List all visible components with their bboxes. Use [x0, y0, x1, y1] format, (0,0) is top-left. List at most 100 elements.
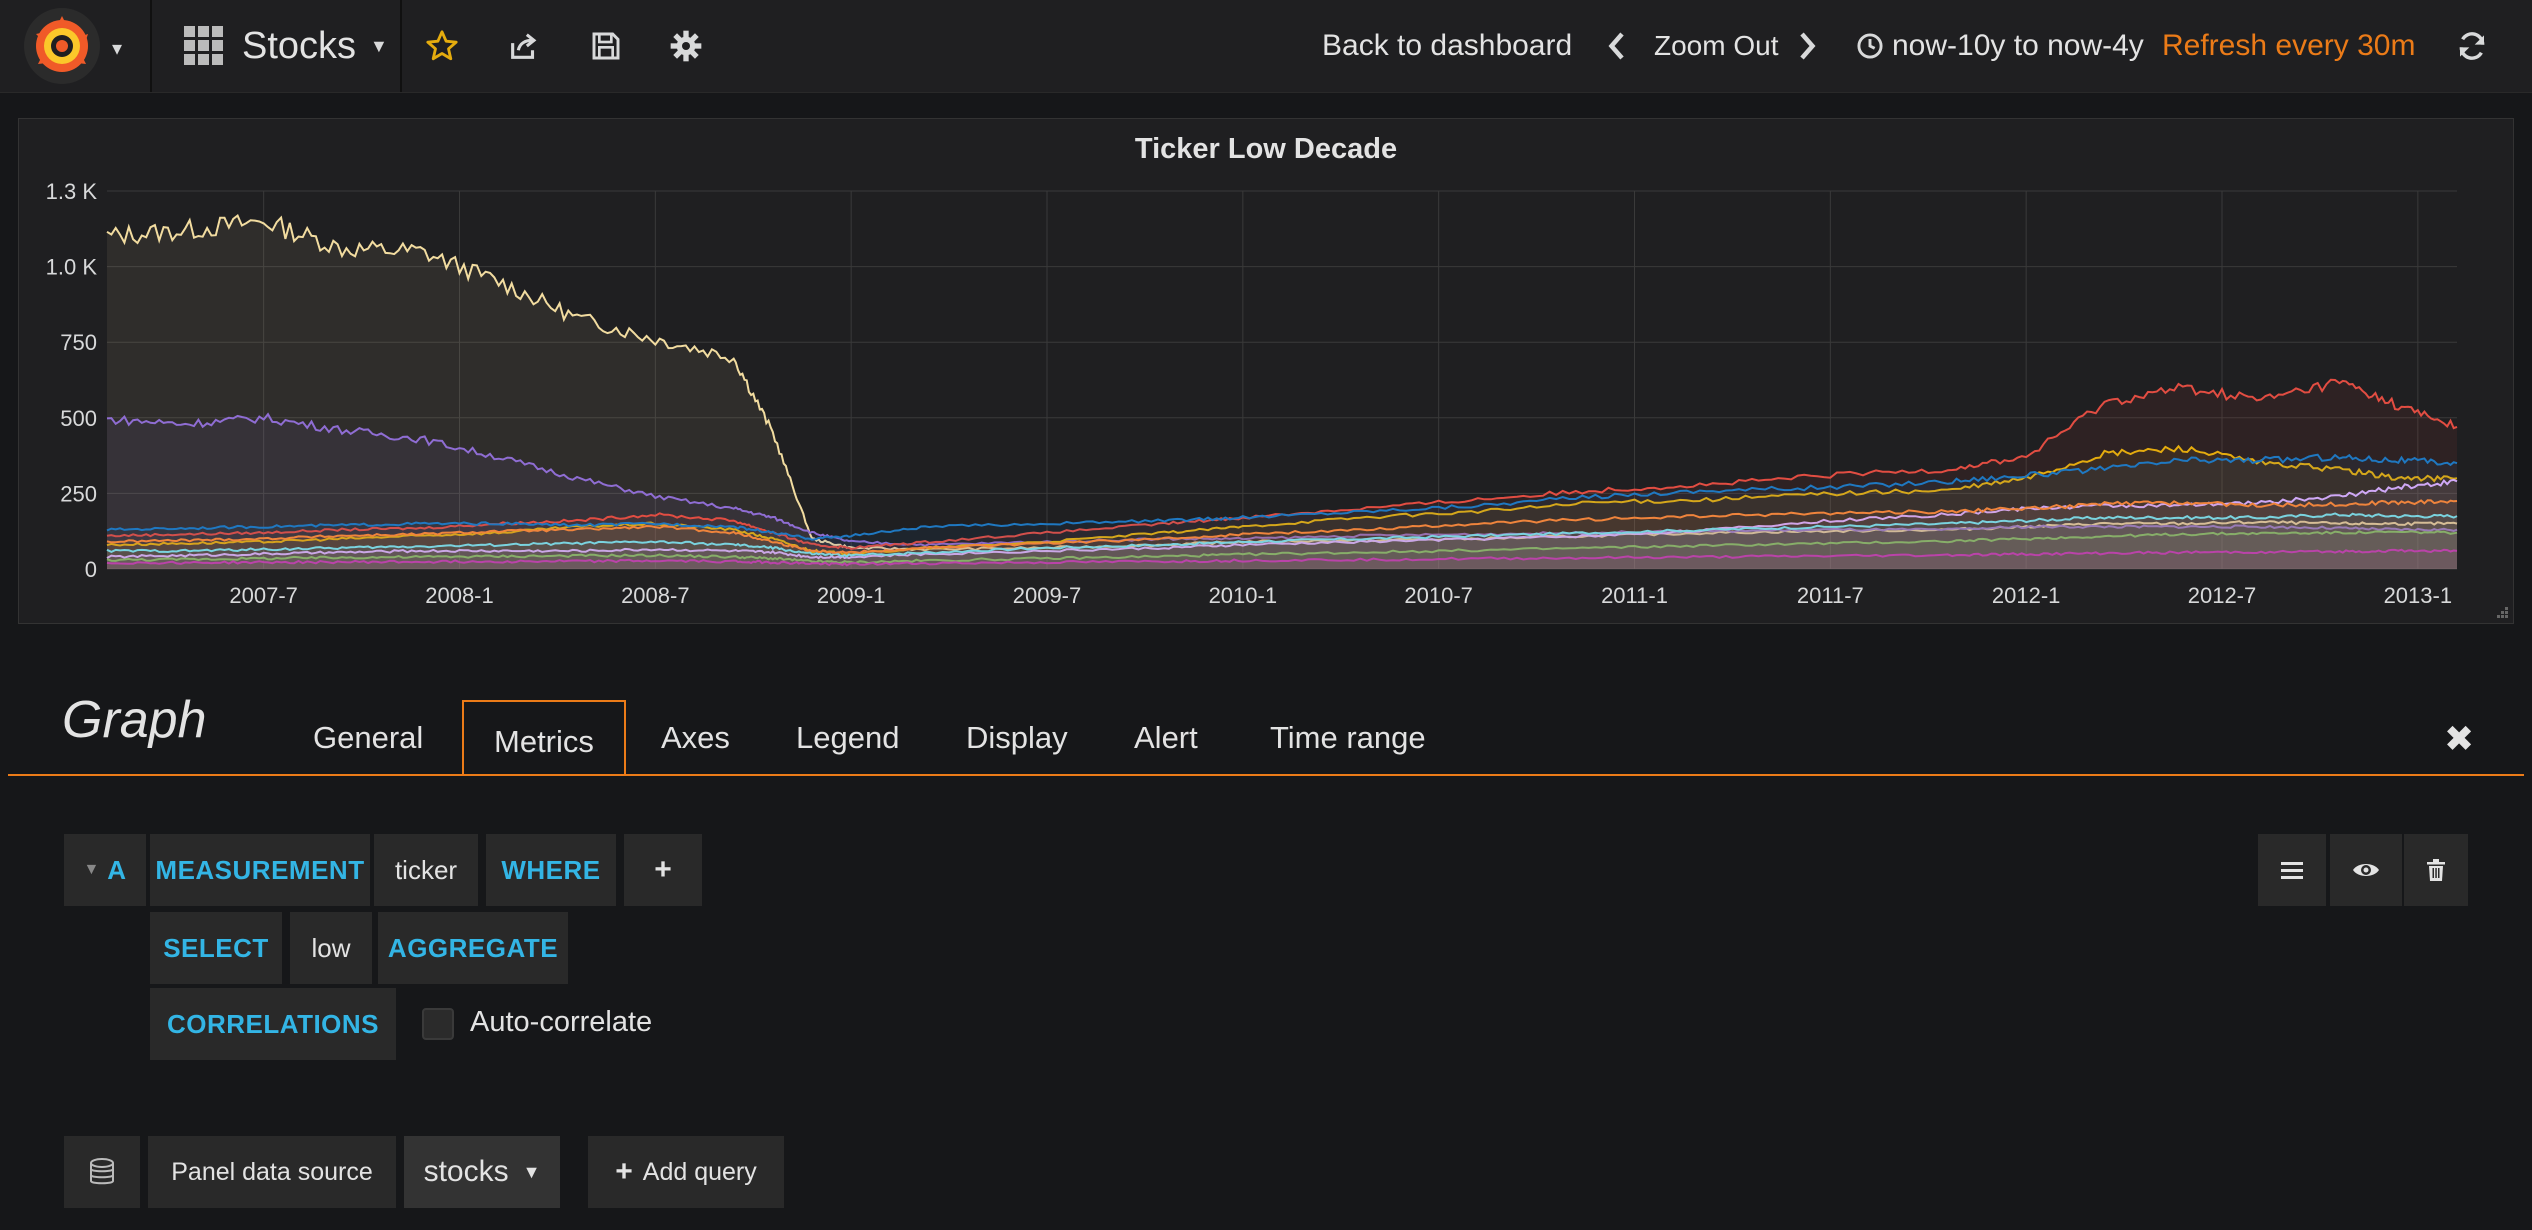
- x-tick-label: 2007-7: [229, 583, 298, 608]
- editor-title: Graph: [62, 691, 207, 749]
- series-area: [107, 549, 2457, 569]
- toggle-query-visibility-button[interactable]: [2330, 834, 2402, 906]
- tab-metrics[interactable]: Metrics: [462, 700, 626, 776]
- eye-icon: [2353, 864, 2379, 876]
- select-keyword: SELECT: [150, 912, 282, 984]
- chevron-down-icon: ▾: [112, 38, 123, 60]
- x-tick-label: 2010-1: [1209, 583, 1278, 608]
- x-tick-label: 2012-1: [1992, 583, 2061, 608]
- auto-correlate-label: Auto-correlate: [470, 1006, 653, 1038]
- dashboard-grid-icon: [184, 26, 223, 65]
- where-keyword: WHERE: [486, 834, 616, 906]
- caret-down-icon: ▼: [83, 861, 100, 878]
- refresh-button[interactable]: [2452, 26, 2492, 66]
- series-line: [106, 444, 2458, 556]
- series-line: [106, 453, 2458, 541]
- panel-title: Ticker Low Decade: [1134, 133, 1398, 165]
- time-forward-button[interactable]: [1788, 26, 1828, 66]
- graph-panel: 0 250 500 750 1.0 K 1.3 K 2007-7 2008-1 2008-7 20…: [18, 118, 2514, 624]
- series-area: [107, 479, 2457, 569]
- x-tick-label: 2008-1: [425, 583, 494, 608]
- series-line: [106, 512, 2458, 558]
- save-icon: [592, 32, 620, 60]
- aggregate-keyword[interactable]: AGGREGATE: [378, 912, 568, 984]
- database-icon: [90, 1158, 114, 1185]
- add-condition-button[interactable]: +: [624, 834, 702, 906]
- series-line: [106, 530, 2458, 565]
- gear-icon: [670, 30, 702, 62]
- x-tick-label: 2008-7: [621, 583, 690, 608]
- query-ref-toggle[interactable]: ▼ A: [64, 834, 146, 906]
- datasource-button[interactable]: [64, 1136, 140, 1208]
- y-tick-label: 1.3 K: [46, 179, 98, 204]
- query-ref-id: A: [107, 854, 127, 885]
- tab-time-range[interactable]: Time range: [1270, 720, 1426, 755]
- grafana-menu-button[interactable]: ▾: [18, 8, 150, 84]
- add-query-button[interactable]: + Add query: [588, 1136, 784, 1208]
- x-tick-label: 2010-7: [1404, 583, 1473, 608]
- series-line: [106, 499, 2458, 554]
- refresh-interval-label[interactable]: Refresh every 30m: [2162, 29, 2416, 62]
- dashboard-title: Stocks: [242, 24, 357, 67]
- star-button[interactable]: [422, 26, 462, 66]
- star-icon: [426, 30, 458, 61]
- plus-icon: +: [615, 1155, 633, 1188]
- add-query-label: Add query: [642, 1157, 757, 1186]
- tab-alert[interactable]: Alert: [1134, 720, 1198, 755]
- x-tick-label: 2012-7: [2188, 583, 2257, 608]
- caret-down-icon: ▼: [522, 1161, 541, 1182]
- trash-icon: [2427, 859, 2445, 881]
- save-button[interactable]: [586, 26, 626, 66]
- x-tick-label: 2011-1: [1601, 583, 1668, 608]
- tabs-divider: [8, 774, 2524, 776]
- x-tick-label: 2013-1: [2384, 583, 2453, 608]
- select-field-value[interactable]: low: [290, 912, 372, 984]
- zoom-out-button[interactable]: Zoom Out: [1654, 30, 1779, 61]
- tab-legend[interactable]: Legend: [796, 720, 900, 755]
- measurement-keyword: MEASUREMENT: [150, 834, 370, 906]
- datasource-select[interactable]: stocks ▼: [404, 1136, 560, 1208]
- close-icon[interactable]: ✖: [2444, 718, 2475, 759]
- y-tick-label: 250: [60, 481, 97, 506]
- x-tick-label: 2011-7: [1797, 583, 1864, 608]
- navbar-divider: [400, 0, 402, 92]
- resize-handle-icon[interactable]: [2493, 603, 2509, 619]
- share-icon: [511, 33, 537, 59]
- y-tick-label: 1.0 K: [46, 255, 98, 280]
- navbar-divider: [150, 0, 152, 92]
- series-area: [107, 446, 2457, 569]
- tab-general[interactable]: General: [313, 720, 424, 755]
- datasource-selected-value: stocks: [423, 1155, 509, 1188]
- line-chart: 0 250 500 750 1.0 K 1.3 K 2007-7 2008-1 2008-7 20…: [46, 179, 2458, 608]
- series-area: [107, 500, 2457, 569]
- chevron-right-icon: [1800, 32, 1816, 60]
- time-picker-button[interactable]: now-10y to now-4y: [1856, 26, 2144, 66]
- time-range-label: now-10y to now-4y: [1892, 29, 2144, 62]
- series-line: [106, 378, 2458, 551]
- correlations-keyword: CORRELATIONS: [150, 988, 396, 1060]
- clock-icon: [1857, 33, 1883, 59]
- auto-correlate-checkbox[interactable]: [422, 1008, 454, 1040]
- time-back-button[interactable]: [1596, 26, 1636, 66]
- series-area: [107, 379, 2457, 569]
- dashboard-picker[interactable]: Stocks ▼: [184, 20, 388, 72]
- measurement-value[interactable]: ticker: [374, 834, 478, 906]
- panel-datasource-label: Panel data source: [148, 1136, 396, 1208]
- grafana-logo-icon: [24, 8, 100, 84]
- chevron-down-icon: ▼: [370, 35, 388, 56]
- chevron-left-icon: [1608, 32, 1624, 60]
- tab-axes[interactable]: Axes: [661, 720, 730, 755]
- y-tick-label: 0: [85, 557, 97, 582]
- top-navbar: ▾ Stocks ▼: [0, 0, 2532, 93]
- x-tick-label: 2009-7: [1013, 583, 1082, 608]
- tab-display[interactable]: Display: [966, 720, 1068, 755]
- back-to-dashboard-link[interactable]: Back to dashboard: [1322, 29, 1573, 62]
- series-area: [107, 215, 2457, 569]
- query-menu-button[interactable]: [2258, 834, 2326, 906]
- share-button[interactable]: [504, 26, 544, 66]
- delete-query-button[interactable]: [2404, 834, 2468, 906]
- y-tick-label: 500: [60, 406, 97, 431]
- settings-button[interactable]: [666, 26, 706, 66]
- refresh-icon: [2459, 32, 2485, 60]
- y-tick-label: 750: [60, 330, 97, 355]
